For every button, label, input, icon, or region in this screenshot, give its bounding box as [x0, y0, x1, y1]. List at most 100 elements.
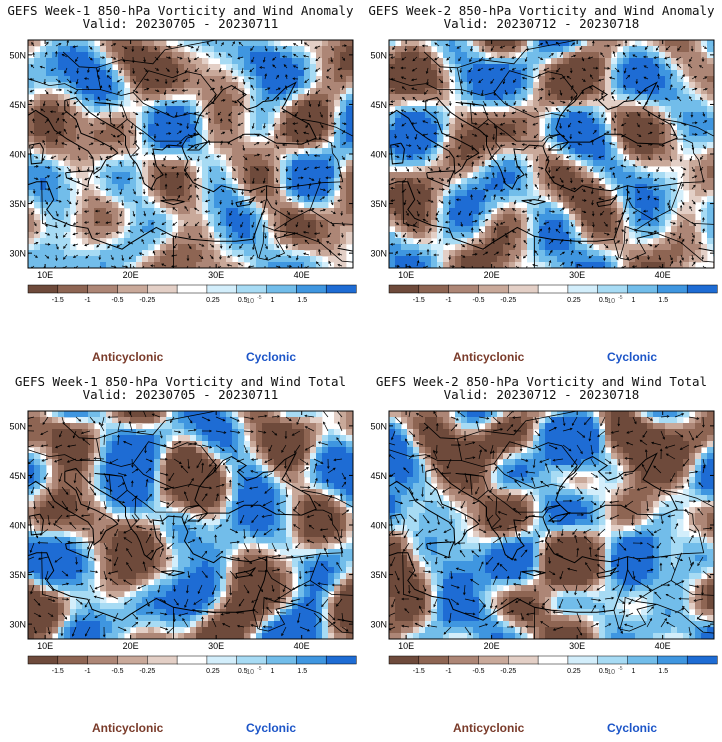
lon-tick-label: 10E [37, 641, 53, 651]
lon-tick-label: 30E [208, 641, 224, 651]
colorbar-swatch [567, 284, 599, 294]
colorbar-swatch [597, 655, 629, 665]
lon-tick-label: 20E [484, 270, 500, 280]
lat-tick-label: 30N [370, 249, 387, 259]
lat-tick-label: 40N [370, 150, 387, 160]
colorbar-swatch [686, 655, 718, 665]
colorbar: -1.5 -1 -0.5 -0.25 0.25 0.5 1 1.5 10 -5 [388, 655, 718, 676]
vorticity-map: 50N 45N 40N 35N 30N 10E 20E 30E 40E -1.5 -1 -0.5 -0.… [370, 410, 718, 676]
wind-vectors [28, 411, 350, 638]
lon-tick-label: 40E [655, 270, 671, 280]
vorticity-map: 50N 45N 40N 35N 30N 10E 20E 30E 40E -1.5 -1 -0.5 -0.… [9, 39, 357, 305]
lon-tick-label: 10E [398, 641, 414, 651]
colorbar-swatch [418, 284, 450, 294]
colorbar-swatch [117, 655, 148, 665]
colorbar-swatch [537, 655, 569, 665]
lon-tick-label: 20E [484, 641, 500, 651]
coastlines [28, 81, 353, 252]
colorbar-tick-label: -1 [445, 297, 451, 304]
colorbar-tick-label: -0.25 [500, 668, 516, 675]
colorbar-tick-label: -0.5 [111, 668, 123, 675]
lon-tick-label: 30E [208, 270, 224, 280]
colorbar-swatch [236, 284, 268, 294]
colorbar-swatch [325, 655, 357, 665]
colorbar: -1.5 -1 -0.5 -0.25 0.25 0.5 1 1.5 10 -5 [388, 284, 718, 305]
vorticity-shading [389, 40, 714, 268]
colorbar-swatch [176, 284, 208, 294]
colorbar-tick-label: -1 [84, 668, 90, 675]
colorbar: -1.5 -1 -0.5 -0.25 0.25 0.5 1 1.5 10 -5 [27, 284, 357, 305]
colorbar-tick-label: 0.5 [238, 297, 248, 304]
colorbar-swatch [266, 655, 297, 665]
lat-tick-label: 35N [370, 570, 387, 580]
lat-tick-label: 50N [9, 50, 26, 60]
colorbar-tick-label: 1.5 [297, 668, 307, 675]
lat-tick-label: 45N [370, 471, 387, 481]
colorbar-swatch [627, 284, 658, 294]
colorbar-tick-label: -0.5 [111, 297, 123, 304]
lat-tick-label: 45N [370, 100, 387, 110]
vorticity-shading [28, 40, 353, 268]
anticyclonic-label: Anticyclonic [453, 721, 525, 735]
colorbar-tick-label: -0.25 [139, 668, 155, 675]
anticyclonic-label: Anticyclonic [453, 350, 525, 364]
lat-tick-label: 45N [9, 100, 26, 110]
colorbar-scale-label: 10 [246, 669, 254, 676]
colorbar-tick-label: -1.5 [413, 297, 425, 304]
colorbar-swatch [657, 655, 688, 665]
colorbar-tick-label: 1.5 [658, 668, 668, 675]
lat-tick-label: 40N [9, 150, 26, 160]
country-borders [389, 40, 714, 268]
colorbar-swatch [478, 655, 509, 665]
colorbar-swatch [117, 284, 148, 294]
colorbar-tick-label: -1 [84, 297, 90, 304]
colorbar-tick-label: -1.5 [413, 668, 425, 675]
coastlines [28, 452, 353, 623]
coastlines [389, 452, 714, 623]
lat-tick-label: 30N [9, 249, 26, 259]
lat-tick-label: 30N [370, 620, 387, 630]
panel-title: GEFS Week-2 850-hPa Vorticity and Wind A… [368, 3, 715, 18]
colorbar-swatch [686, 284, 718, 294]
colorbar-tick-label: 0.5 [599, 297, 609, 304]
colorbar-swatch [236, 655, 268, 665]
panel-valid-dates: Valid: 20230705 - 20230711 [82, 16, 279, 31]
lat-tick-label: 50N [9, 421, 26, 431]
lon-tick-label: 30E [569, 270, 585, 280]
panel-title: GEFS Week-2 850-hPa Vorticity and Wind T… [375, 374, 708, 389]
country-borders [28, 40, 353, 268]
lat-tick-label: 35N [9, 199, 26, 209]
lon-tick-label: 20E [123, 641, 139, 651]
colorbar-tick-label: 0.25 [567, 668, 581, 675]
colorbar-tick-label: 0.5 [599, 668, 609, 675]
panel-valid-dates: Valid: 20230712 - 20230718 [443, 16, 640, 31]
cyclonic-label: Cyclonic [607, 350, 658, 364]
lat-tick-label: 35N [370, 199, 387, 209]
colorbar-swatch [147, 284, 178, 294]
colorbar-swatch [325, 284, 357, 294]
colorbar-tick-label: 0.5 [238, 668, 248, 675]
anticyclonic-label: Anticyclonic [92, 350, 164, 364]
colorbar-scale-label: 10 [607, 298, 615, 305]
colorbar-tick-label: 1 [271, 668, 275, 675]
colorbar-swatch [57, 284, 89, 294]
panel-valid-dates: Valid: 20230712 - 20230718 [443, 387, 640, 402]
colorbar-swatch [478, 284, 509, 294]
colorbar-swatch [27, 655, 59, 665]
colorbar-scale-label: 10 [246, 298, 254, 305]
colorbar-swatch [87, 655, 118, 665]
colorbar-swatch [508, 284, 539, 294]
country-borders [28, 411, 353, 639]
colorbar-tick-label: 1 [632, 668, 636, 675]
colorbar-swatch [448, 655, 479, 665]
colorbar-swatch [87, 284, 118, 294]
colorbar-swatch [57, 655, 89, 665]
panel-week1-anomaly: GEFS Week-1 850-hPa Vorticity and Wind A… [0, 0, 361, 371]
vorticity-shading [389, 411, 714, 639]
lat-tick-label: 50N [370, 50, 387, 60]
colorbar: -1.5 -1 -0.5 -0.25 0.25 0.5 1 1.5 10 -5 [27, 655, 357, 676]
colorbar-scale-exponent: -5 [618, 295, 623, 301]
colorbar-tick-label: -1.5 [52, 297, 64, 304]
wind-vectors [390, 40, 708, 268]
colorbar-swatch [296, 655, 327, 665]
